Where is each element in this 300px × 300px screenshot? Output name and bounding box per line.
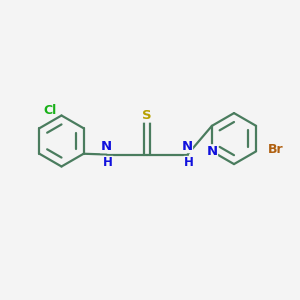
Text: H: H — [184, 156, 194, 170]
Text: N: N — [181, 140, 193, 153]
Text: H: H — [103, 156, 113, 170]
Text: S: S — [142, 109, 152, 122]
Text: N: N — [206, 145, 218, 158]
Text: Cl: Cl — [44, 103, 57, 117]
Text: N: N — [100, 140, 112, 153]
Text: Br: Br — [268, 143, 283, 156]
